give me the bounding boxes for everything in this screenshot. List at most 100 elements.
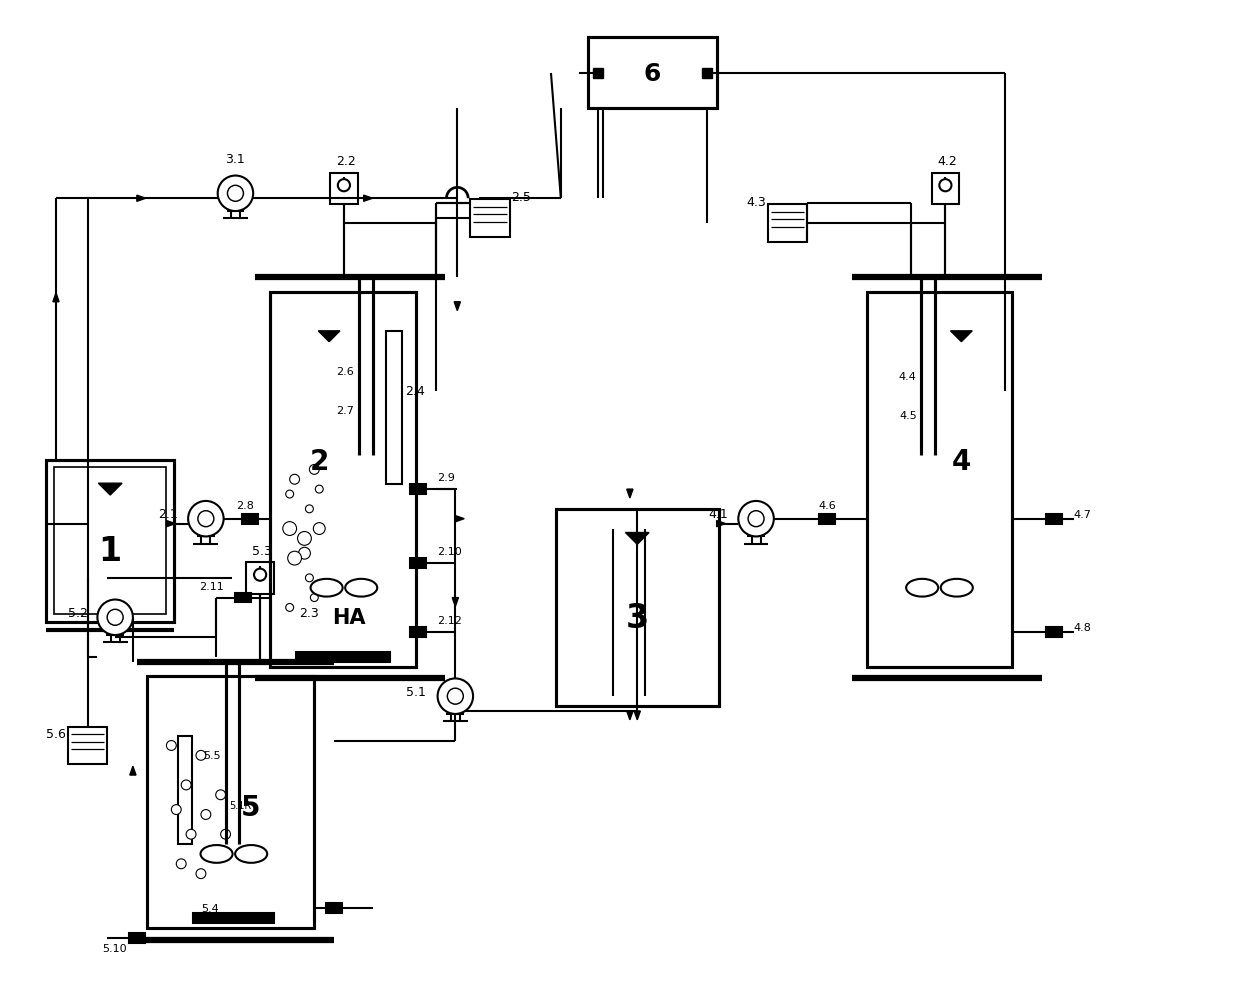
Polygon shape [717,521,725,527]
Bar [410,559,425,569]
Bar [326,904,342,913]
Polygon shape [453,598,459,606]
Bar [330,173,357,205]
Bar [179,736,192,844]
Bar [410,627,425,637]
Text: 2.10: 2.10 [438,547,463,557]
Circle shape [283,601,296,614]
Circle shape [196,869,206,879]
Polygon shape [136,196,146,202]
Text: 2.12: 2.12 [438,615,463,625]
Text: 4.6: 4.6 [818,500,836,510]
Text: HA: HA [332,607,366,627]
Bar [387,332,402,485]
Circle shape [285,524,295,534]
Text: 4.8: 4.8 [1074,622,1091,632]
Text: 2.9: 2.9 [438,473,455,483]
Bar [1047,514,1061,524]
Circle shape [98,600,133,635]
Text: 2.5: 2.5 [512,191,532,204]
Text: 3.1: 3.1 [226,153,246,166]
Bar [410,485,425,495]
Bar [270,292,415,667]
Circle shape [303,572,316,585]
Text: 5.6: 5.6 [46,728,66,741]
Circle shape [176,859,186,869]
Polygon shape [98,484,122,496]
Text: 2.11: 2.11 [198,581,223,591]
Circle shape [196,750,206,760]
Text: 1: 1 [99,535,122,568]
Polygon shape [453,703,459,712]
Circle shape [310,593,319,603]
Text: 5.1R: 5.1R [229,800,252,810]
Circle shape [299,548,310,560]
Text: 4: 4 [951,447,971,475]
Bar [1047,627,1061,637]
Polygon shape [246,517,253,522]
Bar [296,652,389,662]
Circle shape [218,176,253,212]
Bar [129,933,145,942]
Text: 5.1: 5.1 [405,685,425,698]
Bar [193,913,274,923]
Bar [470,200,510,238]
Circle shape [227,186,243,202]
Polygon shape [634,712,640,720]
Circle shape [188,501,223,537]
Circle shape [337,180,350,192]
Polygon shape [625,533,649,545]
Polygon shape [626,490,632,498]
Circle shape [310,466,319,474]
Circle shape [748,511,764,527]
Bar [589,39,717,109]
Ellipse shape [201,845,233,863]
Circle shape [288,552,301,566]
Polygon shape [319,332,340,342]
Circle shape [201,810,211,820]
Text: 4.4: 4.4 [899,372,916,382]
Polygon shape [454,302,460,311]
Ellipse shape [310,580,342,597]
Circle shape [171,805,181,815]
Circle shape [305,505,314,513]
Text: 5.3: 5.3 [252,544,272,558]
Circle shape [216,790,226,800]
Text: 4.2: 4.2 [937,155,957,168]
Circle shape [940,180,951,192]
Text: 2.1: 2.1 [159,508,179,521]
Circle shape [254,569,267,581]
Circle shape [181,780,191,790]
Text: 5.9: 5.9 [324,904,342,913]
Bar [820,514,835,524]
Bar [867,292,1012,667]
Circle shape [315,486,324,494]
Text: 5: 5 [241,793,260,821]
Bar [236,593,252,603]
Text: 6: 6 [644,62,661,85]
Circle shape [438,679,474,715]
Ellipse shape [345,580,377,597]
Bar [768,205,807,243]
Text: 4.1: 4.1 [709,508,728,521]
Circle shape [312,522,326,536]
Polygon shape [455,516,464,522]
Polygon shape [951,332,972,342]
Text: 2.2: 2.2 [336,155,356,168]
Circle shape [299,533,310,545]
Bar [242,514,258,524]
Circle shape [448,689,464,705]
Text: 5.5: 5.5 [203,750,221,760]
Text: 2.4: 2.4 [405,385,425,398]
Bar [247,563,274,594]
Polygon shape [130,766,136,775]
Text: 2.3: 2.3 [300,606,319,619]
Polygon shape [626,712,632,720]
Bar [46,460,175,622]
Text: 5.10: 5.10 [103,942,126,952]
Text: 4.7: 4.7 [1074,509,1091,519]
Polygon shape [166,521,175,527]
Circle shape [198,511,213,527]
Text: 2.6: 2.6 [336,367,353,377]
Circle shape [221,829,231,839]
